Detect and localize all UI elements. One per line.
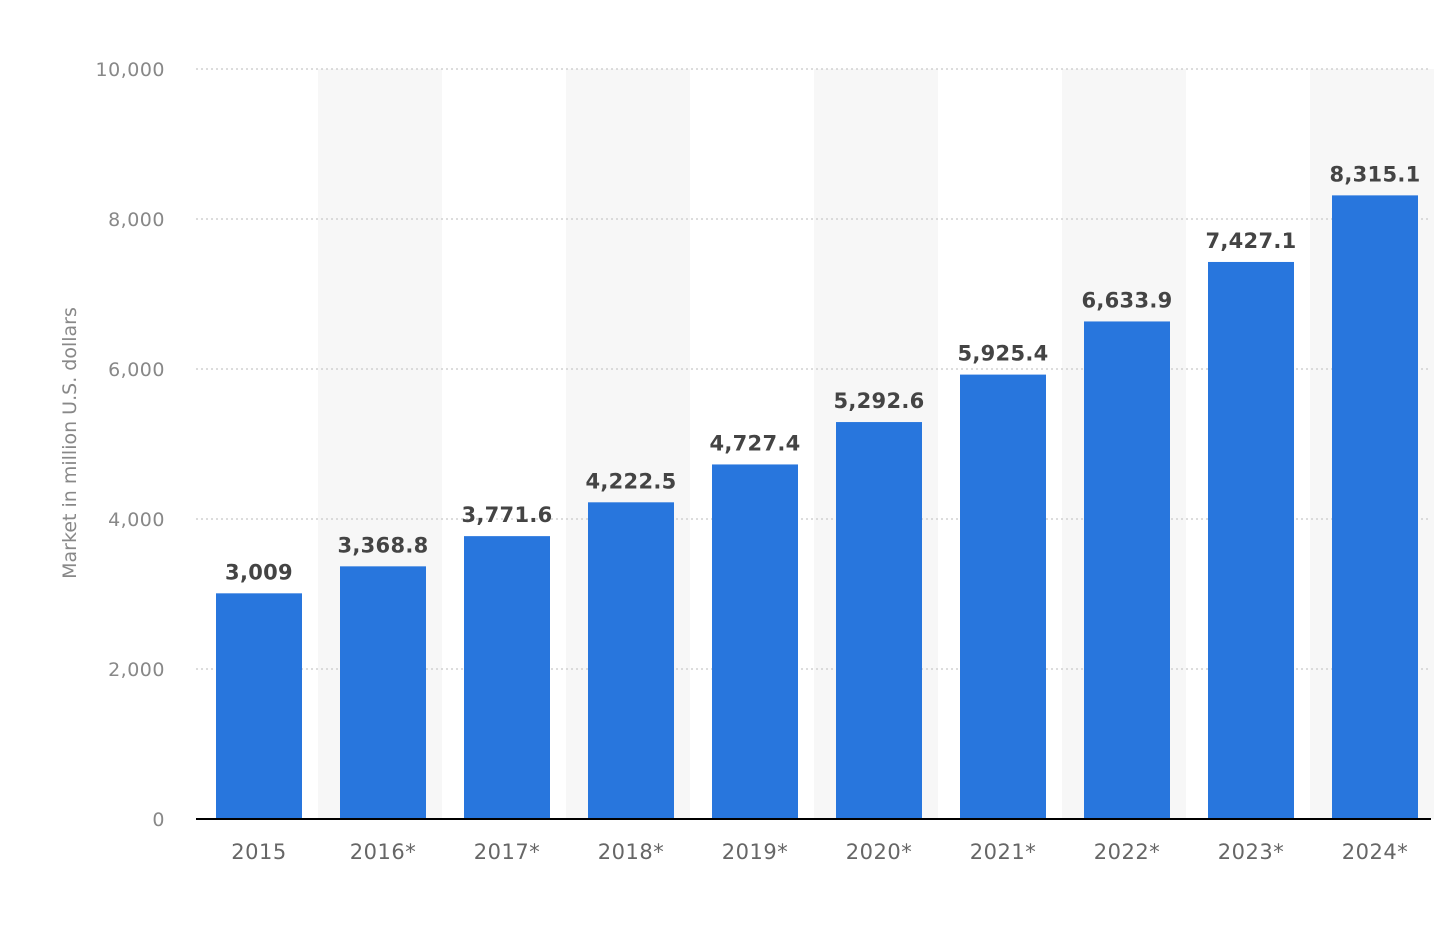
x-tick-label: 2016*: [350, 840, 416, 864]
bar: [216, 593, 302, 819]
bars: [216, 195, 1418, 819]
x-tick-label: 2022*: [1094, 840, 1160, 864]
bar: [836, 422, 922, 819]
y-tick-label: 0: [152, 809, 165, 831]
x-axis-ticks: 2015 2016* 2017* 2018* 2019* 2020* 2021* 2022* 2…: [231, 840, 1408, 864]
data-label: 8,315.1: [1329, 162, 1420, 186]
y-tick-label: 2,000: [108, 659, 165, 681]
bar: [712, 464, 798, 819]
data-label: 4,222.5: [585, 469, 676, 493]
data-label: 3,368.8: [337, 533, 428, 557]
bar: [1332, 195, 1418, 819]
x-tick-label: 2021*: [970, 840, 1036, 864]
data-label: 4,727.4: [709, 431, 800, 455]
x-tick-label: 2017*: [474, 840, 540, 864]
y-axis-ticks: 0 2,000 4,000 6,000 8,000 10,000: [96, 59, 165, 831]
data-label: 6,633.9: [1081, 288, 1172, 312]
x-tick-label: 2020*: [846, 840, 912, 864]
bar: [1208, 261, 1294, 819]
bar: [340, 566, 426, 819]
bar: [464, 536, 550, 819]
data-label: 5,925.4: [957, 342, 1048, 366]
data-label: 5,292.6: [833, 389, 924, 413]
x-tick-label: 2018*: [598, 840, 664, 864]
data-label: 3,771.6: [461, 503, 552, 527]
y-axis-title: Market in million U.S. dollars: [59, 307, 81, 579]
y-tick-label: 10,000: [96, 59, 165, 81]
x-tick-label: 2023*: [1218, 840, 1284, 864]
bar: [1084, 321, 1170, 819]
x-tick-label: 2015: [231, 840, 286, 864]
bar: [960, 374, 1046, 819]
x-tick-label: 2024*: [1342, 840, 1408, 864]
data-label: 7,427.1: [1205, 229, 1296, 253]
value-labels: 3,009 3,368.8 3,771.6 4,222.5 4,727.4 5,292.6…: [225, 162, 1420, 584]
y-tick-label: 4,000: [108, 509, 165, 531]
data-label: 3,009: [225, 560, 293, 584]
y-tick-label: 6,000: [108, 359, 165, 381]
x-tick-label: 2019*: [722, 840, 788, 864]
bar: [588, 502, 674, 819]
y-tick-label: 8,000: [108, 209, 165, 231]
